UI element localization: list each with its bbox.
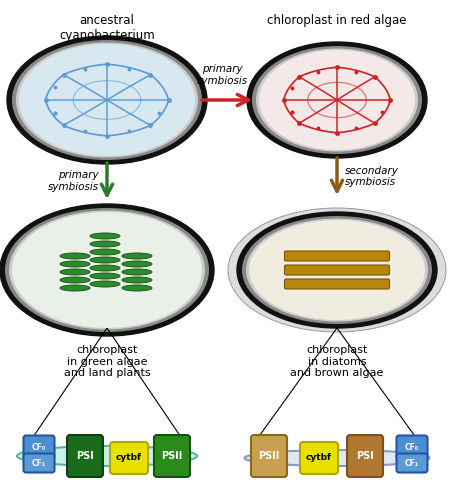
FancyBboxPatch shape — [396, 454, 428, 472]
Ellipse shape — [19, 44, 195, 156]
FancyBboxPatch shape — [24, 454, 54, 472]
Text: PSI: PSI — [76, 451, 94, 461]
Ellipse shape — [90, 281, 120, 287]
Ellipse shape — [60, 269, 90, 275]
Text: chloroplast
in green algae
and land plants: chloroplast in green algae and land plan… — [64, 345, 150, 378]
FancyBboxPatch shape — [24, 435, 54, 458]
FancyBboxPatch shape — [285, 251, 390, 261]
Text: chloroplast
in diatoms
and brown algae: chloroplast in diatoms and brown algae — [290, 345, 384, 378]
Text: CF₀: CF₀ — [405, 443, 419, 452]
Ellipse shape — [242, 216, 432, 324]
FancyBboxPatch shape — [251, 435, 287, 477]
FancyBboxPatch shape — [154, 435, 190, 477]
Ellipse shape — [90, 249, 120, 255]
Ellipse shape — [90, 241, 120, 247]
Text: CF₁: CF₁ — [405, 458, 419, 467]
Text: primary
symbiosis: primary symbiosis — [197, 65, 247, 86]
Ellipse shape — [228, 208, 446, 332]
Ellipse shape — [60, 253, 90, 259]
Text: chloroplast in red algae: chloroplast in red algae — [267, 14, 407, 27]
Ellipse shape — [60, 285, 90, 291]
Ellipse shape — [246, 218, 428, 321]
Ellipse shape — [90, 265, 120, 271]
Ellipse shape — [235, 212, 439, 328]
Ellipse shape — [122, 285, 152, 291]
FancyBboxPatch shape — [347, 435, 383, 477]
Ellipse shape — [90, 257, 120, 263]
Ellipse shape — [242, 216, 432, 324]
Ellipse shape — [9, 211, 205, 329]
Ellipse shape — [16, 42, 198, 157]
Ellipse shape — [12, 212, 202, 328]
Ellipse shape — [237, 212, 437, 328]
Text: cytbf: cytbf — [306, 454, 332, 462]
Ellipse shape — [122, 253, 152, 259]
Text: cytbf: cytbf — [116, 454, 142, 462]
Text: ancestral
cyanobacterium: ancestral cyanobacterium — [59, 14, 155, 42]
FancyBboxPatch shape — [285, 279, 390, 289]
Text: primary
symbiosis: primary symbiosis — [48, 170, 99, 192]
Ellipse shape — [122, 261, 152, 267]
Text: PSII: PSII — [161, 451, 183, 461]
Ellipse shape — [90, 233, 120, 239]
Ellipse shape — [249, 220, 425, 320]
Text: CF₁: CF₁ — [32, 458, 46, 467]
Text: PSII: PSII — [258, 451, 280, 461]
Ellipse shape — [17, 446, 197, 466]
Ellipse shape — [259, 50, 415, 150]
Ellipse shape — [245, 450, 429, 466]
Ellipse shape — [256, 48, 418, 151]
Ellipse shape — [0, 204, 214, 336]
Ellipse shape — [247, 42, 427, 158]
Text: PSI: PSI — [356, 451, 374, 461]
FancyBboxPatch shape — [285, 265, 390, 275]
Ellipse shape — [252, 46, 422, 154]
Ellipse shape — [12, 40, 202, 160]
Ellipse shape — [90, 273, 120, 279]
Text: CF₀: CF₀ — [32, 443, 46, 452]
Ellipse shape — [60, 261, 90, 267]
FancyBboxPatch shape — [110, 442, 148, 474]
Ellipse shape — [7, 36, 207, 164]
Ellipse shape — [5, 208, 209, 332]
FancyBboxPatch shape — [300, 442, 338, 474]
Ellipse shape — [60, 277, 90, 283]
Ellipse shape — [122, 269, 152, 275]
FancyBboxPatch shape — [396, 435, 428, 458]
Text: secondary
symbiosis: secondary symbiosis — [345, 166, 399, 187]
FancyBboxPatch shape — [67, 435, 103, 477]
Ellipse shape — [122, 277, 152, 283]
